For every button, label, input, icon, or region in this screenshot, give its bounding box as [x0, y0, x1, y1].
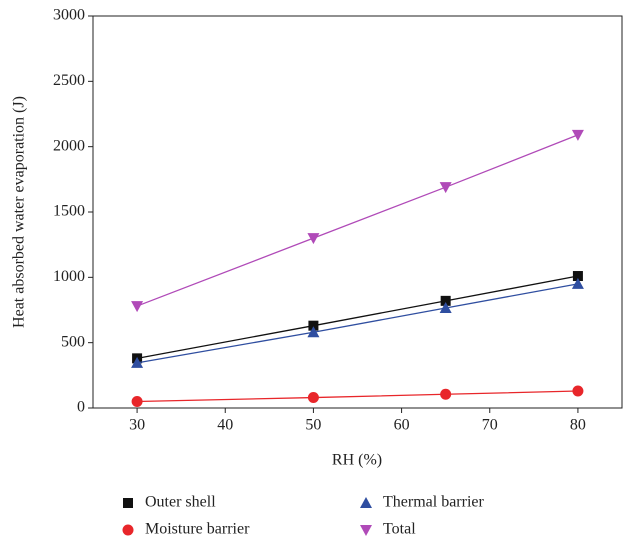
- x-tick-label: 80: [570, 417, 586, 434]
- y-tick-label: 3000: [53, 7, 85, 24]
- x-tick-label: 40: [217, 417, 233, 434]
- marker: [307, 392, 319, 404]
- marker: [571, 277, 584, 289]
- x-tick-label: 60: [394, 417, 410, 434]
- y-tick-label: 1500: [53, 203, 85, 220]
- legend-marker: [122, 524, 134, 536]
- y-tick-label: 2500: [53, 72, 85, 89]
- legend-marker: [360, 525, 372, 536]
- marker: [572, 385, 584, 397]
- y-tick-label: 1000: [53, 268, 85, 285]
- plot-frame: [92, 15, 623, 409]
- x-tick-label: 50: [305, 417, 321, 434]
- legend-label: Thermal barrier: [383, 494, 485, 511]
- legend-marker: [123, 498, 133, 508]
- y-axis-label: Heat absorbed water evaporation (J): [11, 96, 28, 328]
- marker: [439, 302, 452, 314]
- marker: [131, 356, 144, 368]
- series-line: [136, 134, 579, 307]
- marker: [131, 301, 144, 313]
- marker: [571, 129, 584, 141]
- marker: [307, 233, 320, 245]
- y-tick-label: 500: [61, 333, 85, 350]
- marker: [308, 320, 319, 331]
- legend-label: Outer shell: [145, 494, 216, 511]
- legend-marker: [360, 497, 372, 508]
- y-tick-label: 0: [77, 399, 85, 416]
- series-line: [136, 275, 579, 359]
- marker: [572, 271, 583, 282]
- legend-label: Moisture barrier: [145, 521, 250, 538]
- marker: [440, 295, 451, 306]
- y-tick-label: 2000: [53, 137, 85, 154]
- marker: [307, 326, 320, 338]
- marker: [440, 388, 452, 400]
- series-line: [137, 390, 578, 403]
- x-tick-label: 30: [129, 417, 145, 434]
- x-axis-label: RH (%): [332, 452, 382, 469]
- marker: [439, 182, 452, 194]
- marker: [131, 395, 143, 407]
- series-line: [136, 283, 579, 364]
- legend-label: Total: [383, 521, 416, 538]
- x-tick-label: 70: [482, 417, 498, 434]
